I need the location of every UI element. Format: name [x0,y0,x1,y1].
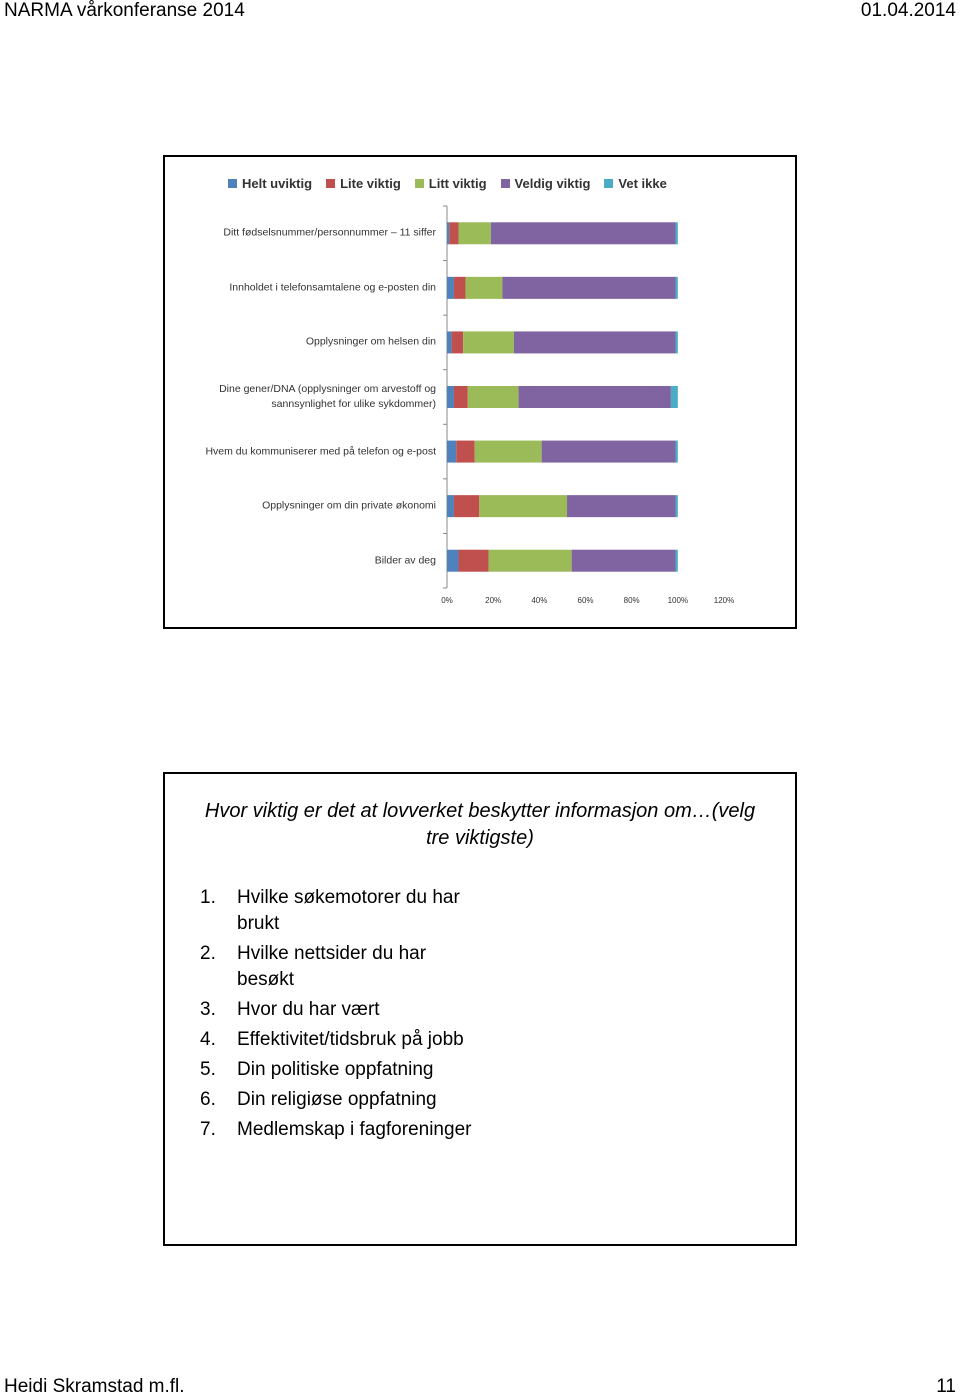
legend-label: Vet ikke [618,176,667,191]
bar-segment [453,386,468,408]
legend-label: Helt uviktig [242,176,313,191]
category-label: Hvem du kommuniserer med på telefon og e… [205,445,436,458]
category-label: Innholdet i telefonsamtalene og e-posten… [229,281,436,294]
list-item: 4. Effektivitet/tidsbruk på jobb [200,1027,477,1053]
footer-author: Heidi Skramstad m.fl. [4,1376,185,1397]
chart-frame [163,155,797,629]
bar-segment [675,440,678,463]
bar-segment [488,549,572,572]
bar-segment [675,495,678,518]
legend-item: Veldig viktig [500,176,591,191]
slide-title: Hvor viktig er det at lovverket beskytte… [204,800,756,849]
bar-segment [502,276,676,299]
x-tick-label: 100% [667,596,689,605]
item-text: Effektivitet/tidsbruk på jobb [237,1029,464,1050]
list-item: 6. Din religiøse oppfatning [200,1087,477,1113]
legend-label: Lite viktig [340,176,401,191]
item-number: 4. [200,1029,216,1050]
bar-segment [513,331,676,354]
item-number: 3. [200,999,216,1020]
x-tick-label: 120% [713,596,735,605]
bar-segment [474,440,542,463]
bar-segment [675,549,678,572]
legend-item: Lite viktig [326,176,401,191]
bar-segment [456,440,475,463]
item-number: 7. [200,1119,216,1140]
list-item: 3. Hvor du har vært [200,997,477,1023]
list-item: 5. Din politiske oppfatning [200,1057,477,1083]
legend-item: Helt uviktig [228,176,312,191]
list-item: 7. Medlemskap i fagforeninger [200,1117,477,1143]
legend: Helt uviktig Lite viktig Litt viktig Veldig… [228,176,667,191]
bar-segment [447,440,457,463]
item-text: Hvilke nettsider du har besøkt [237,943,427,990]
item-number: 2. [200,943,216,964]
bar-segment [449,222,459,245]
x-tick-label: 80% [623,596,640,605]
bar-segment [675,331,678,354]
bar-segment [447,331,452,354]
legend-swatch [326,179,336,188]
list-item: 2. Hvilke nettsider du har besøkt [200,941,477,993]
bar-segment [458,222,491,245]
bar-segment [571,549,676,572]
slide-list: 1. Hvilke søkemotorer du har brukt 2. Hvilk… [200,885,477,1147]
bar-segment [447,276,454,299]
footer-page: 11 [936,1376,956,1397]
bar-segment [670,386,678,408]
bar-segment [467,386,519,408]
bar-segment [465,276,503,299]
legend-label: Veldig viktig [514,176,591,191]
bar-segment [490,222,676,245]
item-text: Hvor du har vært [237,999,380,1020]
bar-segment [675,222,678,245]
bar-segment [451,331,464,354]
bar-segment [447,549,459,572]
legend-swatch [500,179,510,188]
header-title: NARMA vårkonferanse 2014 [4,0,245,21]
bar-segment [458,549,489,572]
bar-segment [453,495,480,518]
slide-frame [163,772,797,1246]
bar-segment [541,440,676,463]
bar-segment [675,276,678,299]
bar-segment [518,386,671,408]
category-label: Opplysninger om helsen din [305,335,436,348]
item-text: Din religiøse oppfatning [237,1089,437,1110]
header-date: 01.04.2014 [860,0,956,21]
item-text: Medlemskap i fagforeninger [237,1119,472,1140]
x-tick-label: 0% [441,596,453,605]
bar-segment [447,386,454,408]
item-number: 1. [200,887,216,908]
bar-segment [447,495,454,518]
item-text: Din politiske oppfatning [237,1059,434,1080]
category-label: Ditt fødselsnummer/personnummer – 11 sif… [223,226,436,239]
category-label: Dine gener/DNA (opplysninger om arvestof… [219,383,436,410]
x-tick-label: 20% [485,596,502,605]
bar-segment [479,495,568,518]
category-label: Opplysninger om din private økonomi [262,499,436,512]
bar-segment [447,222,450,245]
x-tick-label: 60% [577,596,594,605]
bar-segment [453,276,466,299]
legend-swatch [228,179,237,188]
x-tick-label: 40% [531,596,548,605]
bar-segment [463,331,514,354]
item-number: 6. [200,1089,216,1110]
list-item: 1. Hvilke søkemotorer du har brukt [200,885,477,937]
item-text: Hvilke søkemotorer du har brukt [237,887,460,934]
legend-swatch [414,179,424,188]
legend-label: Litt viktig [428,176,487,191]
legend-item: Vet ikke [604,176,667,191]
legend-swatch [604,179,614,188]
bar-segment [567,495,676,518]
legend-item: Litt viktig [414,176,487,191]
category-label: Bilder av deg [374,554,436,567]
item-number: 5. [200,1059,216,1080]
